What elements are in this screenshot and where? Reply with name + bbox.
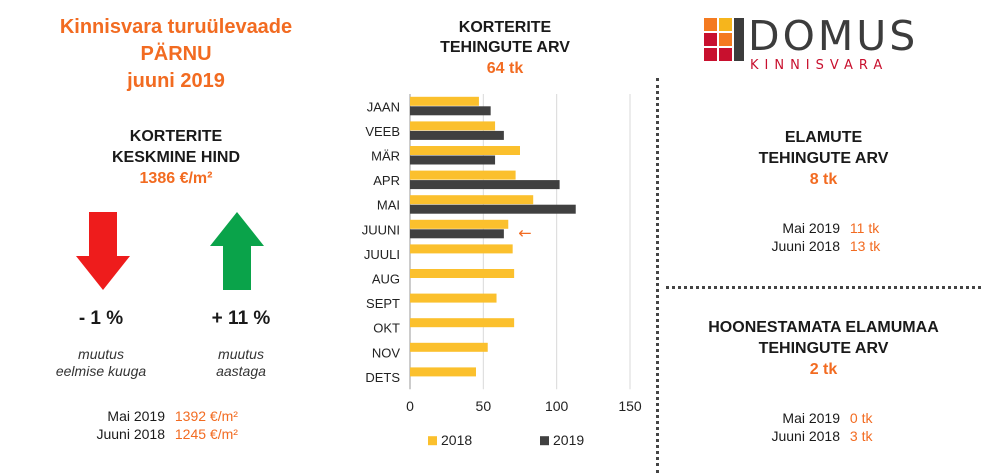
bar-2018 xyxy=(410,96,479,106)
y-category-label: MAI xyxy=(377,198,400,213)
houses-title1: ELAMUTE xyxy=(784,129,863,146)
report-title: Kinnisvara turuülevaade PÄRNU juuni 2019 xyxy=(0,14,352,95)
horizontal-divider xyxy=(666,286,981,289)
land-compare: Mai 2019 0 tk Juuni 2018 3 tk xyxy=(666,409,981,445)
bar-2019 xyxy=(410,180,560,190)
bar-2018 xyxy=(410,146,520,155)
chart-heading: KORTERITE TEHINGUTE ARV 64 tk xyxy=(360,18,650,79)
avg-price-title2: KESKMINE HIND xyxy=(111,149,240,166)
bar-2018 xyxy=(410,293,497,303)
report-title-line2: PÄRNU xyxy=(140,43,212,65)
x-tick-label: 0 xyxy=(406,398,414,414)
compare-label: Mai 2019 xyxy=(107,408,165,424)
compare-value: 13 tk xyxy=(849,238,881,254)
domus-logo: DOMUS KINNISVARA xyxy=(704,12,954,76)
houses-compare: Mai 2019 11 tk Juuni 2018 13 tk xyxy=(666,219,981,255)
houses-title2: TEHINGUTE ARV xyxy=(758,150,889,167)
y-category-label: APR xyxy=(373,173,400,188)
bar-2018 xyxy=(410,244,513,254)
avg-price-title1: KORTERITE xyxy=(129,128,223,145)
down-arrow-shape xyxy=(76,212,130,290)
compare-value: 1245 €/m² xyxy=(174,426,238,442)
yearly-change-note: muutus aastaga xyxy=(186,346,296,380)
up-arrow-shape xyxy=(210,212,264,290)
avg-price-value: 1386 €/m² xyxy=(139,170,213,187)
monthly-change-note2: eelmise kuuga xyxy=(55,363,147,379)
monthly-change-note1: muutus xyxy=(78,346,124,362)
report-title-line1: Kinnisvara turuülevaade xyxy=(59,16,293,38)
compare-label: Juuni 2018 xyxy=(96,426,165,442)
bar-2018 xyxy=(410,219,509,229)
bar-2018 xyxy=(410,170,516,180)
apartment-deals-chart: JAAN VEEB MÄR APR MAI JUUNI ← JUULI AUG SEPT OKT NO… xyxy=(362,94,642,448)
bar-2019 xyxy=(410,106,491,116)
bar-2018 xyxy=(410,121,496,131)
compare-label: Juuni 2018 xyxy=(771,238,840,254)
vertical-divider xyxy=(656,78,659,473)
x-tick-label: 50 xyxy=(476,398,492,414)
y-category-label: JAAN xyxy=(367,99,400,114)
land-compare-row: Juuni 2018 3 tk xyxy=(666,427,981,445)
bar-2018 xyxy=(410,367,476,377)
land-title2: TEHINGUTE ARV xyxy=(758,340,889,357)
chart-heading-title2: TEHINGUTE ARV xyxy=(440,39,570,56)
compare-value: 1392 €/m² xyxy=(174,408,238,424)
legend-label: 2019 xyxy=(553,432,584,448)
y-category-label: NOV xyxy=(372,345,401,360)
houses-value: 8 tk xyxy=(809,171,838,188)
bar-2018 xyxy=(410,195,534,205)
avg-price-compare: Mai 2019 1392 €/m² Juuni 2018 1245 €/m² xyxy=(40,407,320,443)
houses-compare-row: Juuni 2018 13 tk xyxy=(666,237,981,255)
y-category-label: AUG xyxy=(372,272,400,287)
avg-price-compare-row: Mai 2019 1392 €/m² xyxy=(40,407,320,425)
report-title-line3: juuni 2019 xyxy=(127,70,225,92)
bar-2019 xyxy=(410,130,504,140)
bar-2018 xyxy=(410,342,488,352)
land-value: 2 tk xyxy=(809,361,838,378)
compare-value: 11 tk xyxy=(849,220,880,236)
logo-subtitle: KINNISVARA xyxy=(750,58,889,73)
y-category-label: JUUNI xyxy=(362,222,400,237)
legend-label: 2018 xyxy=(441,432,472,448)
logo-word: DOMUS xyxy=(748,12,919,60)
yearly-change-note2: aastaga xyxy=(216,363,266,379)
compare-label: Juuni 2018 xyxy=(771,428,840,444)
current-month-arrow-icon: ← xyxy=(518,223,531,242)
compare-label: Mai 2019 xyxy=(782,410,840,426)
bar-2019 xyxy=(410,155,496,165)
avg-price-block: KORTERITE KESKMINE HIND 1386 €/m² xyxy=(0,126,352,189)
land-compare-row: Mai 2019 0 tk xyxy=(666,409,981,427)
land-title1: HOONESTAMATA ELAMUMAA xyxy=(708,319,939,336)
bar-2018 xyxy=(410,318,515,328)
yearly-change-pct: + 11 % xyxy=(211,308,271,329)
houses-heading: ELAMUTE TEHINGUTE ARV 8 tk xyxy=(666,127,981,190)
y-category-label: OKT xyxy=(373,321,400,336)
yearly-change-note1: muutus xyxy=(218,346,264,362)
y-category-label: MÄR xyxy=(371,149,400,164)
bar-2019 xyxy=(410,204,576,214)
legend-swatch xyxy=(428,436,437,446)
down-arrow-icon xyxy=(76,212,130,290)
legend-swatch xyxy=(540,436,549,446)
bar-2019 xyxy=(410,229,504,239)
x-tick-label: 100 xyxy=(545,398,569,414)
monthly-change-note: muutus eelmise kuuga xyxy=(36,346,166,380)
y-category-label: VEEB xyxy=(365,124,400,139)
chart-heading-title1: KORTERITE xyxy=(458,19,552,36)
compare-label: Mai 2019 xyxy=(782,220,840,236)
chart-heading-value: 64 tk xyxy=(486,60,524,77)
y-category-label: SEPT xyxy=(366,296,400,311)
compare-value: 0 tk xyxy=(849,410,873,426)
up-arrow-icon xyxy=(210,212,264,290)
avg-price-compare-row: Juuni 2018 1245 €/m² xyxy=(40,425,320,443)
houses-compare-row: Mai 2019 11 tk xyxy=(666,219,981,237)
compare-value: 3 tk xyxy=(849,428,873,444)
monthly-change-pct: - 1 % xyxy=(78,308,124,329)
land-heading: HOONESTAMATA ELAMUMAA TEHINGUTE ARV 2 tk xyxy=(666,317,981,380)
y-category-label: JUULI xyxy=(364,247,400,262)
y-category-label: DETS xyxy=(365,370,400,385)
x-tick-label: 150 xyxy=(618,398,642,414)
bar-2018 xyxy=(410,269,515,278)
